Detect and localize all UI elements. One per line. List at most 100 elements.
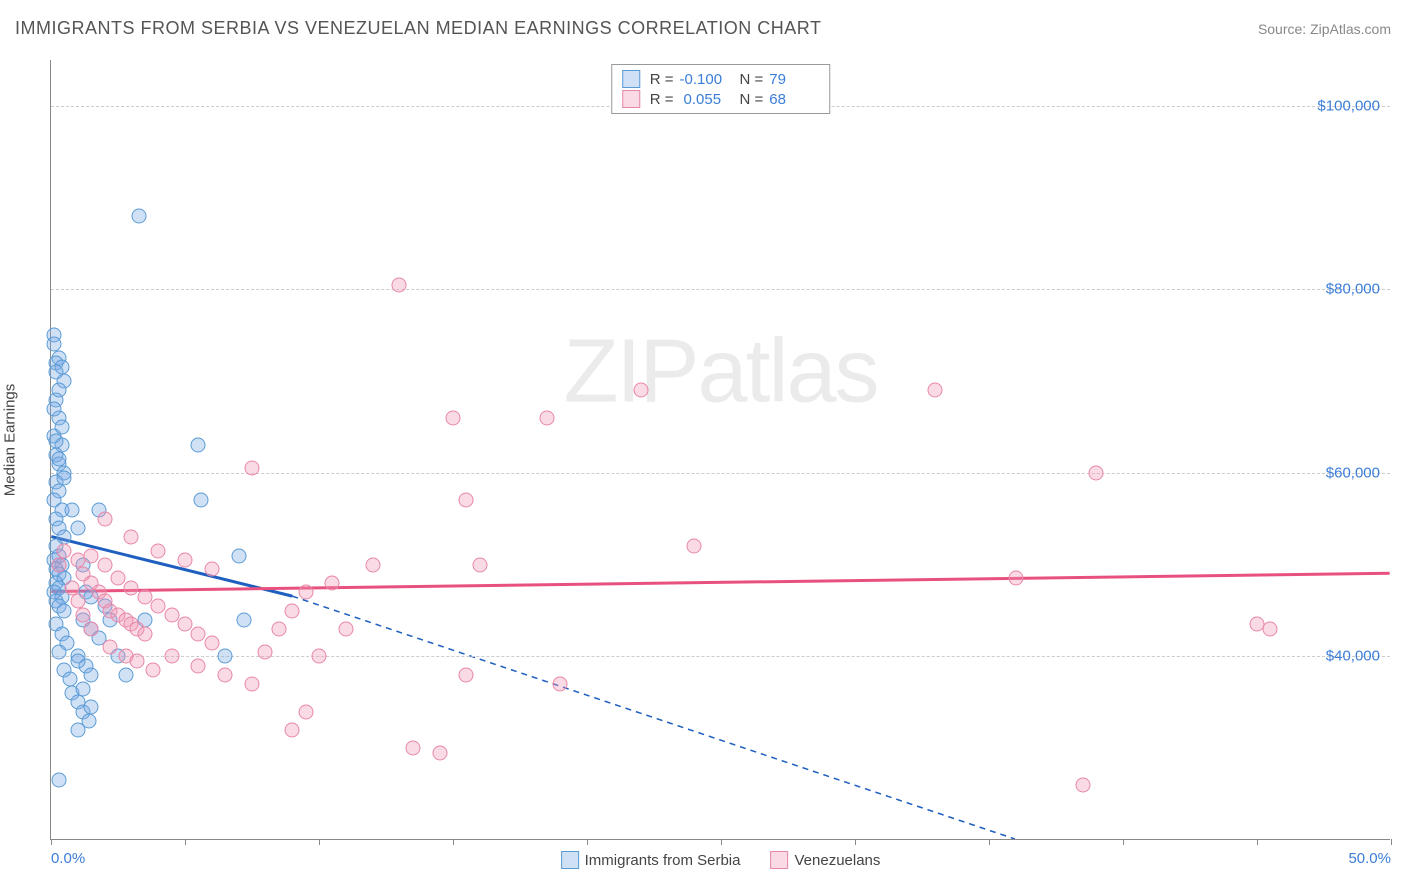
data-point <box>84 667 99 682</box>
data-point <box>178 553 193 568</box>
x-tick <box>989 839 990 845</box>
data-point <box>49 433 64 448</box>
data-point <box>325 576 340 591</box>
data-point <box>338 621 353 636</box>
x-tick <box>185 839 186 845</box>
x-tick <box>1257 839 1258 845</box>
data-point <box>1263 621 1278 636</box>
data-point <box>52 557 67 572</box>
data-point <box>54 420 69 435</box>
data-point <box>553 677 568 692</box>
n-label: N = <box>740 91 764 108</box>
series-legend: Immigrants from Serbia Venezuelans <box>561 851 881 869</box>
data-point <box>633 383 648 398</box>
data-point <box>178 617 193 632</box>
legend-item-serbia: Immigrants from Serbia <box>561 851 741 869</box>
gridline <box>51 656 1390 657</box>
chart-title: IMMIGRANTS FROM SERBIA VS VENEZUELAN MED… <box>15 18 821 39</box>
data-point <box>57 603 72 618</box>
x-tick <box>721 839 722 845</box>
plot-region: ZIPatlas R = -0.100 N = 79 R = 0.055 N =… <box>50 60 1390 840</box>
data-point <box>231 548 246 563</box>
r-label: R = <box>650 71 674 88</box>
data-point <box>687 539 702 554</box>
x-tick <box>453 839 454 845</box>
data-point <box>472 557 487 572</box>
x-tick-label: 50.0% <box>1348 850 1391 867</box>
data-point <box>204 562 219 577</box>
data-point <box>124 530 139 545</box>
chart-source: Source: ZipAtlas.com <box>1258 21 1391 37</box>
legend-swatch-serbia <box>622 70 640 88</box>
data-point <box>204 635 219 650</box>
data-point <box>52 773 67 788</box>
y-tick-label: $40,000 <box>1326 648 1380 665</box>
y-axis-label: Median Earnings <box>2 384 19 497</box>
data-point <box>164 608 179 623</box>
x-tick <box>319 839 320 845</box>
data-point <box>928 383 943 398</box>
data-point <box>164 649 179 664</box>
data-point <box>49 365 64 380</box>
data-point <box>70 594 85 609</box>
n-value-venezuela: 68 <box>769 91 819 108</box>
n-label: N = <box>740 71 764 88</box>
trend-lines <box>51 60 1390 839</box>
data-point <box>65 502 80 517</box>
data-point <box>70 722 85 737</box>
r-value-venezuela: 0.055 <box>680 91 730 108</box>
data-point <box>137 626 152 641</box>
data-point <box>84 548 99 563</box>
r-label: R = <box>650 91 674 108</box>
data-point <box>52 383 67 398</box>
data-point <box>459 667 474 682</box>
data-point <box>191 438 206 453</box>
data-point <box>137 589 152 604</box>
y-tick-label: $80,000 <box>1326 281 1380 298</box>
data-point <box>245 461 260 476</box>
data-point <box>539 410 554 425</box>
data-point <box>76 681 91 696</box>
data-point <box>46 337 61 352</box>
data-point <box>70 654 85 669</box>
data-point <box>1008 571 1023 586</box>
data-point <box>446 410 461 425</box>
data-point <box>46 401 61 416</box>
data-point <box>57 543 72 558</box>
chart-header: IMMIGRANTS FROM SERBIA VS VENEZUELAN MED… <box>15 18 1391 39</box>
data-point <box>1089 465 1104 480</box>
x-tick <box>1123 839 1124 845</box>
watermark: ZIPatlas <box>563 320 877 423</box>
legend-swatch-venezuela <box>622 90 640 108</box>
correlation-legend: R = -0.100 N = 79 R = 0.055 N = 68 <box>611 64 831 114</box>
data-point <box>62 672 77 687</box>
data-point <box>52 452 67 467</box>
data-point <box>102 640 117 655</box>
data-point <box>298 704 313 719</box>
data-point <box>392 277 407 292</box>
data-point <box>151 599 166 614</box>
data-point <box>459 493 474 508</box>
data-point <box>84 699 99 714</box>
data-point <box>65 580 80 595</box>
data-point <box>191 658 206 673</box>
data-point <box>129 654 144 669</box>
legend-row-venezuela: R = 0.055 N = 68 <box>612 89 830 109</box>
legend-swatch-icon <box>561 851 579 869</box>
legend-label-serbia: Immigrants from Serbia <box>585 852 741 869</box>
legend-label-venezuela: Venezuelans <box>794 852 880 869</box>
legend-item-venezuela: Venezuelans <box>770 851 880 869</box>
n-value-serbia: 79 <box>769 71 819 88</box>
legend-swatch-icon <box>770 851 788 869</box>
data-point <box>132 209 147 224</box>
data-point <box>218 649 233 664</box>
data-point <box>84 621 99 636</box>
data-point <box>285 722 300 737</box>
data-point <box>245 677 260 692</box>
data-point <box>365 557 380 572</box>
data-point <box>76 608 91 623</box>
data-point <box>151 543 166 558</box>
watermark-bold: ZIP <box>563 321 697 421</box>
data-point <box>52 644 67 659</box>
watermark-thin: atlas <box>697 321 877 421</box>
